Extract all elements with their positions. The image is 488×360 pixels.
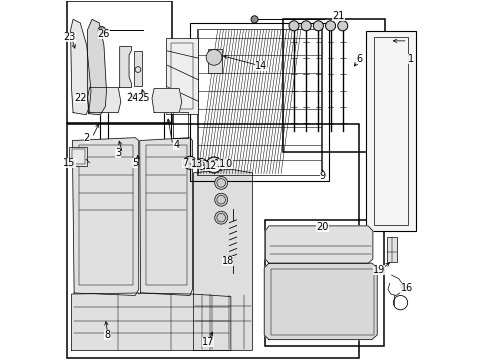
Bar bbox=[207, 49, 221, 73]
Circle shape bbox=[313, 21, 323, 31]
Polygon shape bbox=[87, 87, 121, 113]
Circle shape bbox=[206, 49, 222, 65]
Circle shape bbox=[337, 21, 347, 31]
Polygon shape bbox=[87, 19, 106, 115]
Text: 11: 11 bbox=[214, 159, 226, 169]
Circle shape bbox=[301, 21, 310, 31]
Text: 20: 20 bbox=[316, 222, 328, 232]
Circle shape bbox=[206, 157, 222, 173]
Bar bbox=[67, 1, 172, 123]
Circle shape bbox=[183, 156, 196, 169]
Polygon shape bbox=[140, 138, 192, 296]
Bar bbox=[265, 220, 383, 346]
Text: 17: 17 bbox=[202, 337, 214, 347]
Text: 2: 2 bbox=[83, 133, 90, 143]
Bar bbox=[166, 39, 198, 114]
Text: 15: 15 bbox=[63, 158, 76, 168]
Bar bbox=[134, 51, 142, 86]
Polygon shape bbox=[120, 46, 131, 87]
Bar bbox=[197, 30, 321, 175]
Text: 23: 23 bbox=[63, 32, 76, 42]
Text: 22: 22 bbox=[74, 93, 86, 103]
Text: 16: 16 bbox=[400, 283, 412, 293]
Text: 26: 26 bbox=[98, 29, 110, 39]
Text: 25: 25 bbox=[137, 93, 149, 103]
Text: 9: 9 bbox=[319, 171, 325, 181]
Circle shape bbox=[214, 193, 227, 206]
Bar bbox=[271, 269, 373, 335]
Text: 12: 12 bbox=[205, 161, 217, 171]
Text: 4: 4 bbox=[173, 140, 179, 150]
Text: 6: 6 bbox=[355, 54, 362, 64]
Text: 21: 21 bbox=[331, 11, 344, 21]
Polygon shape bbox=[70, 19, 91, 115]
Bar bbox=[190, 23, 328, 181]
Bar bbox=[386, 237, 396, 262]
Text: 13: 13 bbox=[191, 159, 203, 169]
Polygon shape bbox=[72, 138, 139, 296]
Text: 8: 8 bbox=[104, 330, 110, 340]
Circle shape bbox=[214, 176, 227, 189]
Circle shape bbox=[250, 16, 258, 23]
Bar bbox=[72, 149, 84, 164]
Circle shape bbox=[98, 27, 105, 34]
Text: 1: 1 bbox=[407, 54, 413, 64]
Polygon shape bbox=[72, 293, 230, 350]
Circle shape bbox=[288, 21, 298, 31]
Polygon shape bbox=[264, 263, 376, 339]
Text: 3: 3 bbox=[115, 148, 121, 158]
Text: 14: 14 bbox=[254, 61, 266, 71]
Circle shape bbox=[325, 21, 335, 31]
Bar bbox=[366, 31, 415, 231]
Bar bbox=[67, 125, 358, 357]
Text: 10: 10 bbox=[221, 159, 233, 169]
Polygon shape bbox=[265, 226, 372, 263]
Circle shape bbox=[220, 159, 228, 168]
Bar bbox=[172, 112, 187, 138]
Polygon shape bbox=[152, 89, 182, 113]
Text: 24: 24 bbox=[126, 93, 139, 103]
Bar bbox=[145, 145, 187, 285]
Bar bbox=[373, 37, 407, 225]
Text: 18: 18 bbox=[222, 256, 234, 266]
Circle shape bbox=[214, 211, 227, 224]
Text: 19: 19 bbox=[372, 265, 385, 275]
Bar bbox=[69, 147, 86, 166]
Bar bbox=[171, 42, 192, 109]
Bar bbox=[283, 19, 384, 152]
Bar bbox=[79, 145, 133, 285]
Text: 7: 7 bbox=[182, 158, 188, 168]
Polygon shape bbox=[193, 169, 252, 350]
Text: 5: 5 bbox=[132, 158, 138, 168]
